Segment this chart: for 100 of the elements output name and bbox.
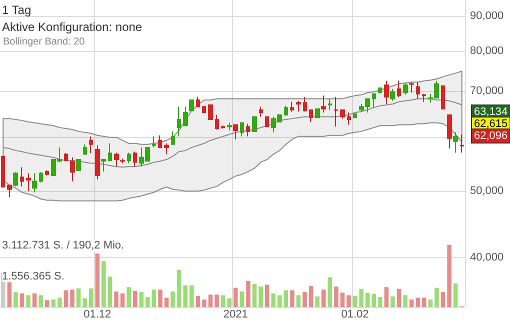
candlestick xyxy=(227,122,232,131)
bar xyxy=(70,290,74,307)
candlestick xyxy=(89,136,93,154)
bar xyxy=(76,288,81,307)
bar xyxy=(196,296,200,307)
candlestick xyxy=(196,96,200,108)
bar xyxy=(20,293,24,307)
bar xyxy=(120,293,125,307)
bar xyxy=(95,254,100,307)
bar xyxy=(132,290,138,307)
bar xyxy=(315,296,320,307)
bar xyxy=(208,294,213,307)
candlestick xyxy=(39,172,43,183)
candlestick xyxy=(133,151,137,168)
candlestick xyxy=(208,104,213,120)
bar xyxy=(44,300,50,307)
text: Aktive Konfiguration: none xyxy=(2,20,142,34)
candlestick xyxy=(447,114,452,149)
bar xyxy=(372,294,376,307)
candlestick xyxy=(372,93,376,108)
candlestick xyxy=(259,106,263,118)
candlestick xyxy=(328,98,332,110)
bar xyxy=(214,294,219,307)
bar xyxy=(14,292,18,307)
x-tick-label: 01.02 xyxy=(341,308,369,320)
candlestick xyxy=(108,142,112,162)
y-tick-label: 70,000 xyxy=(470,84,504,97)
bar xyxy=(176,270,182,307)
bar xyxy=(277,295,282,307)
bar xyxy=(246,280,250,307)
bar xyxy=(409,300,414,307)
text: 62,096 xyxy=(474,130,508,142)
candlestick xyxy=(378,87,382,94)
candlestick xyxy=(158,134,162,148)
candlestick xyxy=(340,109,345,120)
bar xyxy=(346,295,351,307)
bar xyxy=(190,285,194,307)
bar xyxy=(384,287,389,307)
annotation: Bollinger Band: 20 xyxy=(3,36,86,48)
bar xyxy=(102,261,106,307)
bar xyxy=(252,284,257,307)
bar xyxy=(88,288,94,307)
candlestick xyxy=(409,82,414,94)
bar xyxy=(146,297,150,307)
bar xyxy=(271,293,276,307)
bar xyxy=(108,276,112,307)
candlestick xyxy=(177,106,181,137)
candlestick xyxy=(95,144,100,180)
candlestick xyxy=(240,122,244,137)
bar xyxy=(302,292,307,307)
bar xyxy=(227,298,232,307)
candlestick xyxy=(70,156,75,182)
bar xyxy=(264,284,270,307)
candlestick xyxy=(353,113,357,118)
candlestick xyxy=(290,101,294,112)
bar xyxy=(328,277,332,307)
line-series xyxy=(2,98,462,168)
x-tick-label: 01.12 xyxy=(84,308,112,320)
candlestick xyxy=(215,114,219,130)
bar xyxy=(170,292,175,307)
bar xyxy=(434,288,439,307)
bar xyxy=(158,290,162,307)
text: 62,615 xyxy=(474,118,508,130)
bar xyxy=(403,295,408,307)
bar xyxy=(352,296,358,307)
candlestick xyxy=(252,116,257,132)
bar xyxy=(284,290,288,307)
bar xyxy=(428,300,433,307)
candlestick xyxy=(384,80,389,104)
bar xyxy=(321,290,326,307)
candlestick xyxy=(453,132,458,154)
y-tick-label: 90,000 xyxy=(470,10,504,22)
candlestick xyxy=(221,125,225,130)
bar xyxy=(378,297,382,307)
text: 63,134 xyxy=(474,106,508,118)
candlestick xyxy=(309,109,313,122)
bar xyxy=(82,298,87,307)
candlestick xyxy=(397,80,401,98)
candlestick xyxy=(315,108,320,118)
bar xyxy=(220,295,226,307)
bar xyxy=(447,245,452,307)
bar xyxy=(340,292,345,307)
candlestick xyxy=(13,172,18,187)
bar xyxy=(32,293,37,307)
candlestick xyxy=(120,158,125,164)
bar xyxy=(308,286,314,307)
bar xyxy=(422,298,426,307)
y-tick-label: 40,000 xyxy=(470,252,504,264)
candlestick xyxy=(334,96,338,128)
candlestick xyxy=(296,100,301,112)
y-tick-label: 80,000 xyxy=(470,45,504,58)
candlestick xyxy=(7,184,12,198)
bar xyxy=(396,289,402,307)
bar xyxy=(114,292,118,307)
bar xyxy=(290,290,294,307)
bar xyxy=(139,292,144,307)
candlestick xyxy=(26,172,31,192)
bar xyxy=(234,288,238,307)
bar xyxy=(334,286,338,307)
y-tick-label: 50,000 xyxy=(470,185,504,198)
